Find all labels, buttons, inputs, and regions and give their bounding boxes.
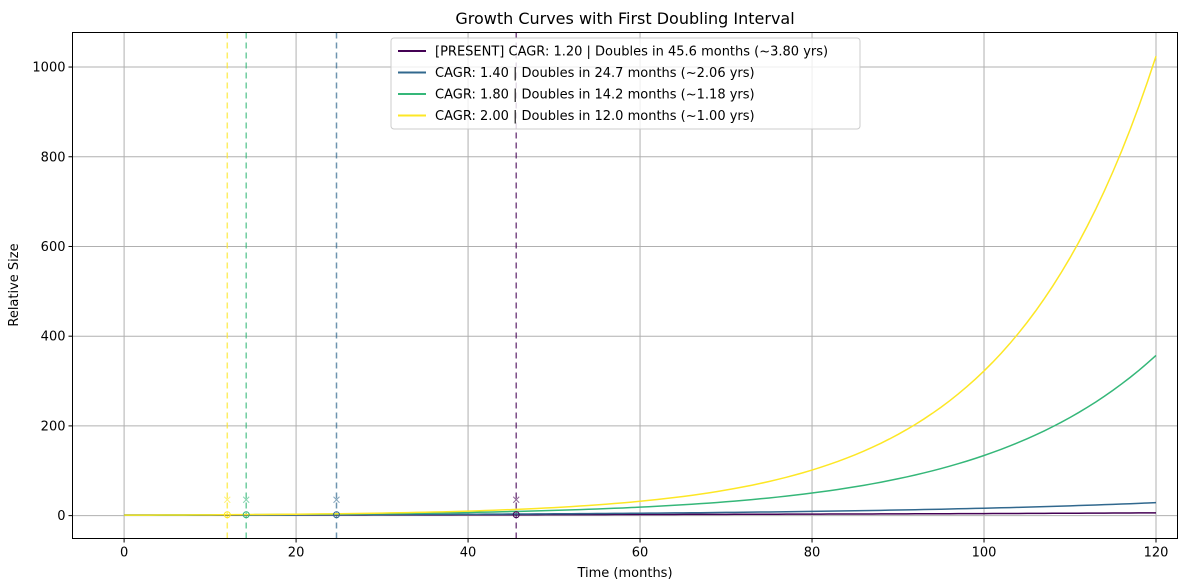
legend-box [390, 37, 861, 130]
doubling-marker-2 [332, 511, 340, 519]
doubling-marker-4 [223, 511, 231, 519]
doubling-marker-3 [242, 511, 250, 519]
tick-layer: 0 20 40 60 80 100 120 0 200 400 600 800 1000 [32, 61, 1168, 561]
y-tick-label: 1000 [32, 61, 65, 76]
y-tick-label: 600 [41, 240, 66, 255]
chart-title: Growth Curves with First Doubling Interv… [455, 9, 794, 28]
doubling-cross-2 [333, 496, 340, 504]
x-axis-label: Time (months) [576, 566, 672, 581]
x-tick-label: 0 [120, 546, 128, 561]
x-tick-label: 80 [804, 546, 821, 561]
legend-label-1: [PRESENT] CAGR: 1.20 | Doubles in 45.6 m… [435, 45, 828, 60]
legend-label-3: CAGR: 1.80 | Doubles in 14.2 months (~1.… [435, 88, 755, 103]
plot-frame [72, 32, 1178, 539]
doubling-cross-4 [223, 496, 231, 504]
y-tick-label: 0 [57, 509, 65, 524]
x-tick-label: 60 [632, 546, 649, 561]
series-line-4 [124, 56, 1157, 516]
x-tick-label: 120 [1144, 546, 1169, 561]
doubling-cross-3 [242, 496, 250, 504]
legend-label-4: CAGR: 2.00 | Doubles in 12.0 months (~1.… [435, 109, 755, 124]
y-axis-label: Relative Size [7, 243, 22, 326]
doubling-marker-1 [512, 511, 520, 519]
x-tick-label: 100 [972, 546, 997, 561]
x-tick-label: 40 [460, 546, 477, 561]
legend: [PRESENT] CAGR: 1.20 | Doubles in 45.6 m… [390, 37, 861, 130]
series-layer [124, 56, 1157, 516]
legend-label-2: CAGR: 1.40 | Doubles in 24.7 months (~2.… [435, 66, 755, 81]
doubling-cross-1 [512, 496, 520, 504]
x-tick-label: 20 [288, 546, 305, 561]
doubling-markers-layer [223, 496, 520, 519]
y-tick-label: 800 [41, 150, 66, 165]
y-tick-label: 200 [41, 419, 66, 434]
y-tick-label: 400 [41, 330, 66, 345]
